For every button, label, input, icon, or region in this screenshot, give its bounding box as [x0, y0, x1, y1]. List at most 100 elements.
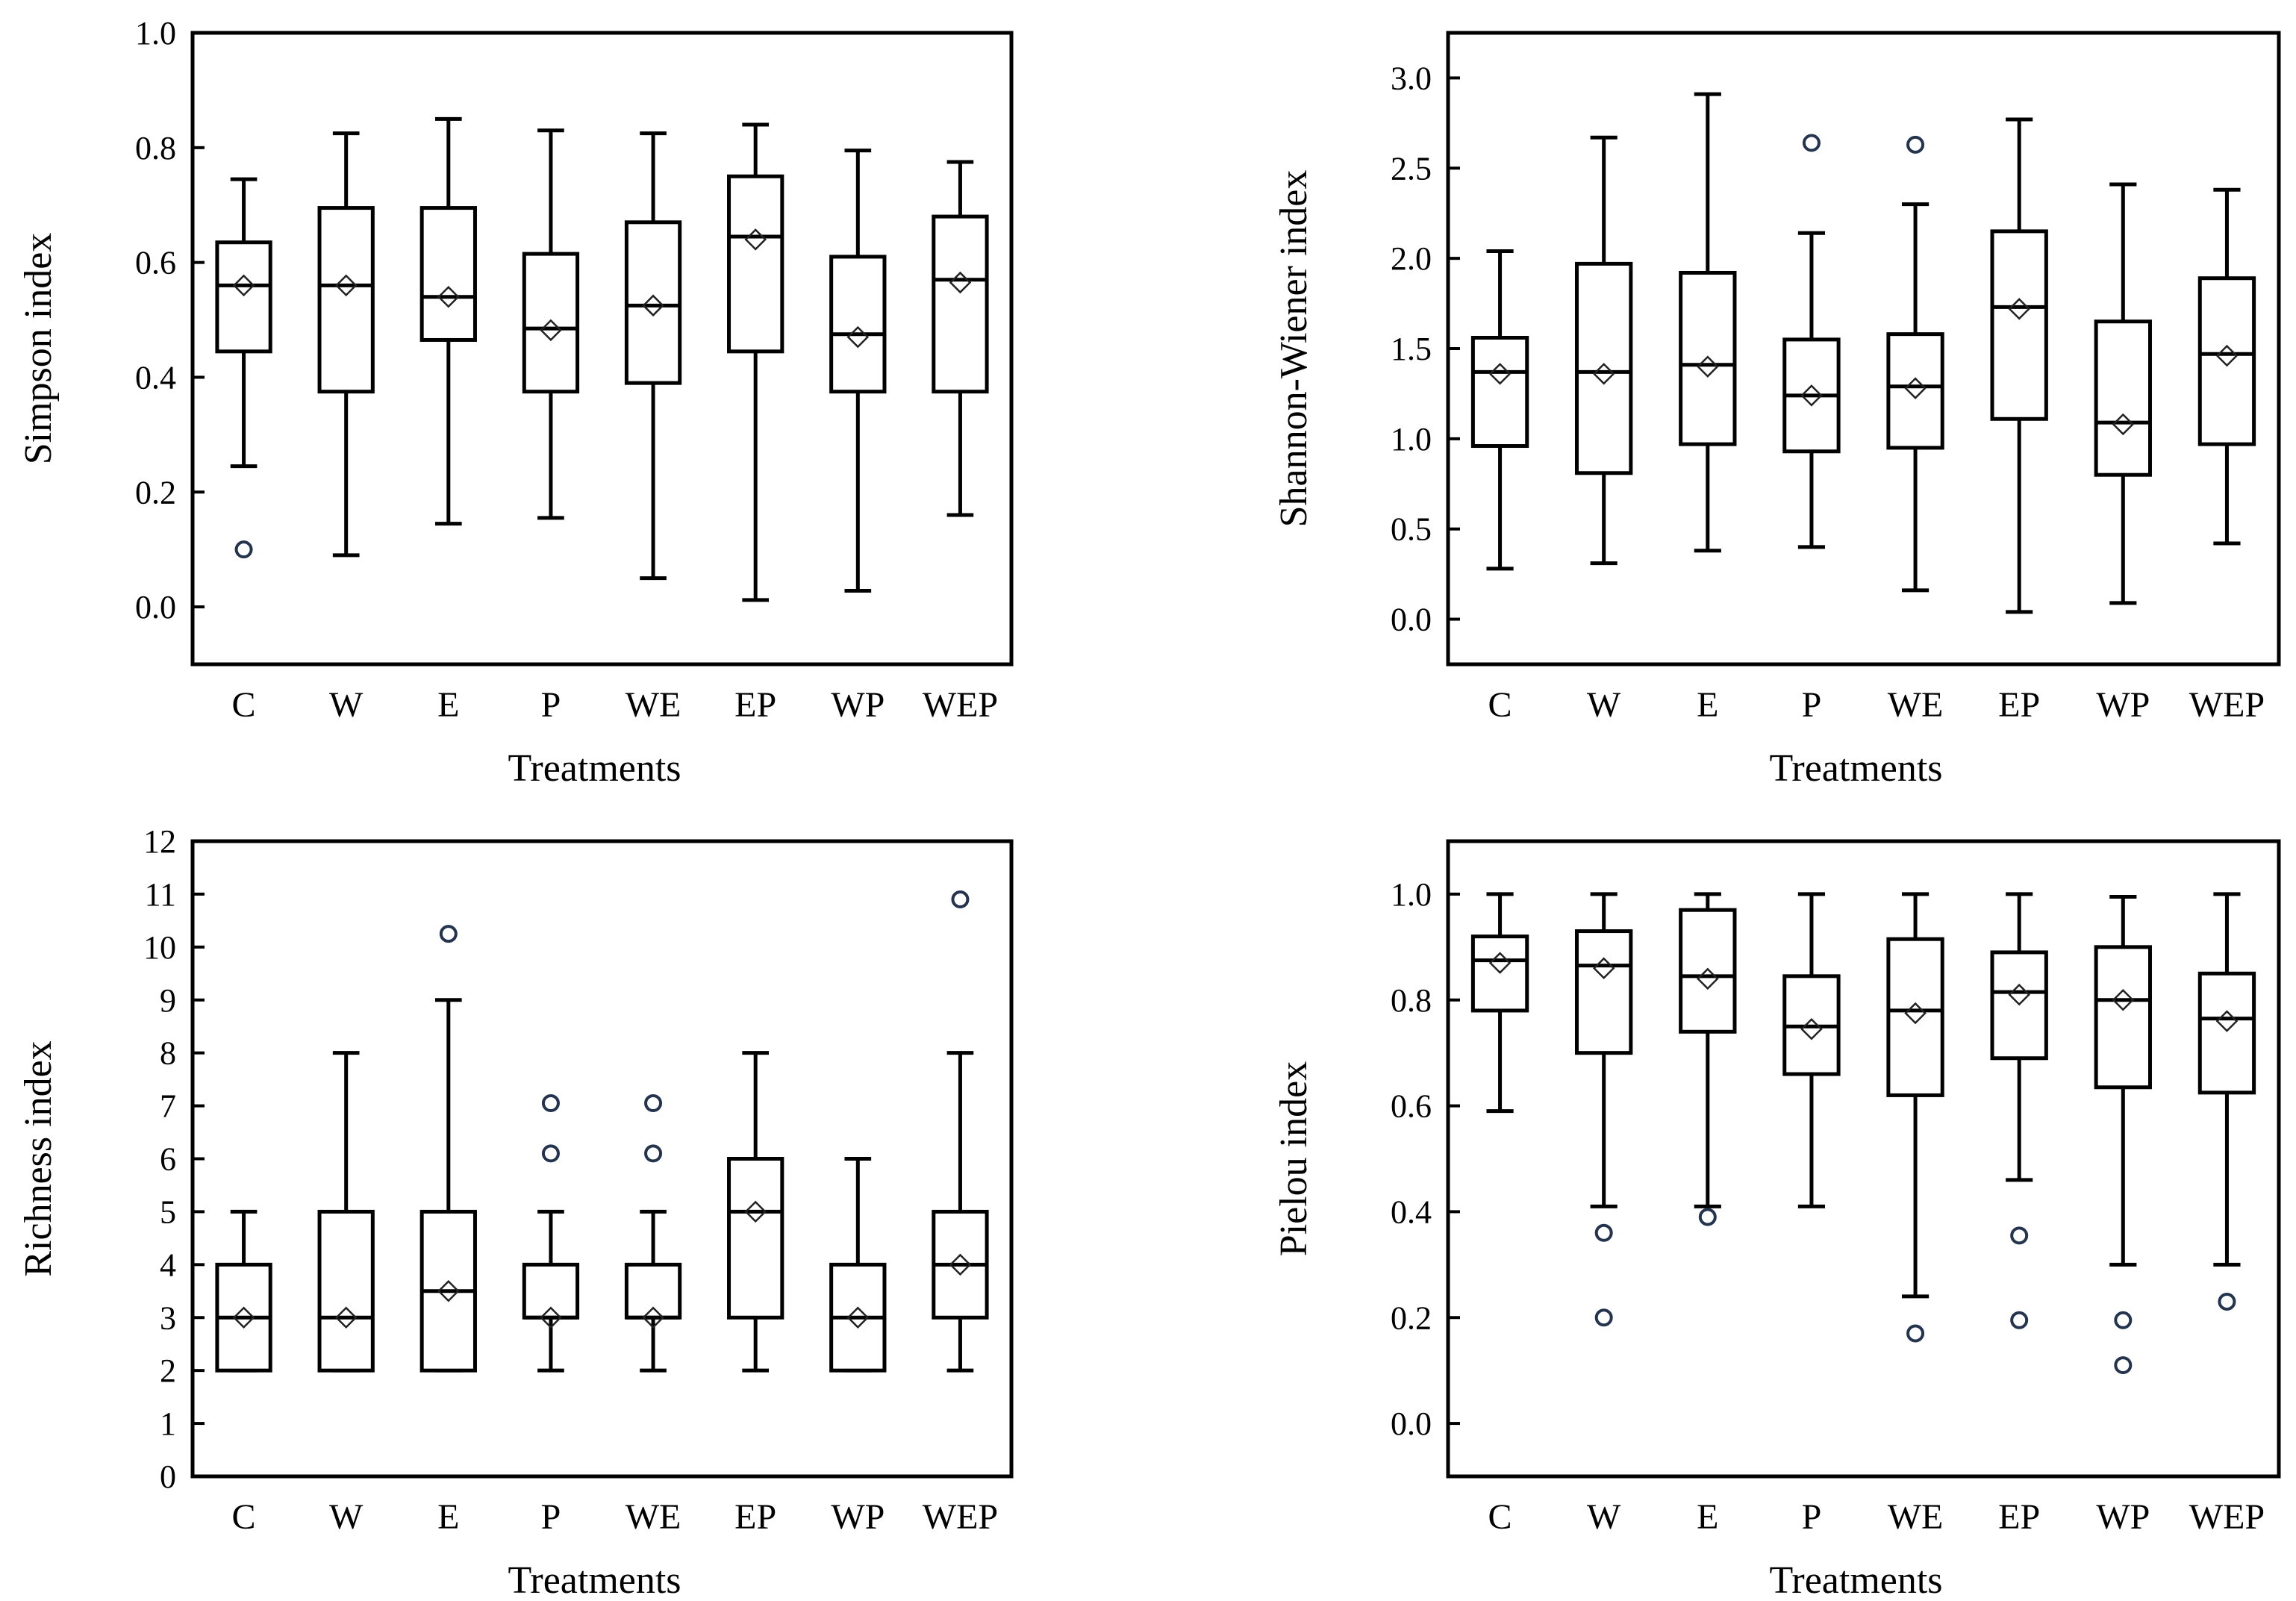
richness-y-tick-label: 12	[143, 823, 176, 860]
pielou-box-W	[1575, 892, 1633, 1327]
shannon-y-tick-label: 1.5	[1391, 331, 1432, 367]
pielou-iqr-box	[1679, 908, 1737, 1034]
richness-x-category-label: W	[329, 1497, 364, 1537]
richness-box-C	[215, 1209, 272, 1373]
richness-box-WP	[829, 1157, 887, 1373]
simpson-mean-marker	[846, 325, 870, 349]
pielou-iqr-box	[1886, 937, 1944, 1097]
shannon-mean-marker	[1697, 355, 1719, 378]
pielou-mean-marker	[2112, 988, 2135, 1011]
simpson-mean-marker	[437, 286, 460, 308]
richness-y-tick-label: 7	[160, 1088, 176, 1125]
simpson-iqr-box	[829, 255, 887, 394]
shannon-mean-marker	[1488, 363, 1512, 385]
simpson-box-WP	[829, 149, 887, 593]
pielou-iqr-box	[2197, 971, 2256, 1095]
richness-y-tick-label: 4	[160, 1246, 176, 1283]
pielou-mean-marker	[1488, 952, 1512, 974]
richness-iqr-box	[727, 1157, 784, 1320]
pielou-mean-marker	[1800, 1017, 1823, 1040]
pielou-outlier-point	[1594, 1223, 1613, 1242]
pielou-y-tick-label: 0.8	[1391, 982, 1432, 1019]
richness-box-E	[419, 925, 477, 1373]
richness-mean-marker	[744, 1200, 767, 1223]
richness-mean-marker	[437, 1280, 460, 1302]
richness-mean-marker	[540, 1306, 562, 1329]
shannon-iqr-box	[2094, 319, 2152, 477]
shannon-x-category-label: WP	[2096, 685, 2150, 725]
shannon-x-category-label: WE	[1888, 685, 1944, 725]
shannon-box-C	[1470, 249, 1529, 571]
pielou-outlier-point	[2010, 1226, 2029, 1245]
pielou-panel: 0.00.20.40.60.81.0C W E P WE EP WP WEPTreatment…	[1273, 839, 2281, 1601]
simpson-box-WEP	[932, 160, 989, 517]
pielou-x-category-label: EP	[1998, 1497, 2040, 1537]
simpson-x-category-label: E	[437, 685, 459, 725]
shannon-y-tick-label: 0.0	[1391, 602, 1432, 638]
richness-box-WE	[624, 1094, 682, 1373]
pielou-outlier-point	[1906, 1324, 1925, 1343]
simpson-y-axis-title: Simpson index	[17, 233, 60, 465]
shannon-box-WE	[1886, 135, 1944, 593]
pielou-x-category-label: WP	[2096, 1497, 2150, 1537]
pielou-box-EP	[1990, 892, 2048, 1329]
richness-x-category-label: E	[437, 1497, 459, 1537]
simpson-box-P	[522, 128, 580, 520]
richness-y-tick-label: 11	[145, 876, 176, 913]
shannon-box-P	[1782, 134, 1841, 549]
shannon-panel: 0.00.51.01.52.02.53.0C W E P WE EP WP WEPTreatm…	[1273, 31, 2281, 790]
simpson-x-category-label: WEP	[923, 685, 998, 725]
pielou-box-C	[1470, 892, 1529, 1114]
shannon-mean-marker	[1800, 384, 1823, 407]
richness-outlier-point	[439, 925, 458, 943]
richness-x-category-label: WP	[831, 1497, 885, 1537]
simpson-y-tick-label: 0.0	[135, 589, 176, 625]
pielou-y-tick-label: 0.6	[1391, 1088, 1432, 1125]
pielou-box-P	[1782, 892, 1841, 1208]
pielou-box-WE	[1886, 892, 1944, 1343]
shannon-box-W	[1575, 135, 1633, 566]
richness-outlier-point	[541, 1094, 560, 1113]
richness-iqr-box	[317, 1209, 375, 1373]
pielou-iqr-box	[2094, 945, 2152, 1090]
shannon-box-E	[1679, 92, 1737, 553]
pielou-x-category-label: E	[1697, 1497, 1718, 1537]
richness-box-P	[522, 1094, 580, 1373]
richness-mean-marker	[846, 1306, 870, 1329]
pielou-y-axis-title: Pielou index	[1273, 1061, 1315, 1256]
simpson-iqr-box	[419, 206, 477, 342]
simpson-iqr-box	[317, 206, 375, 394]
pielou-outlier-point	[2114, 1311, 2133, 1329]
richness-y-tick-label: 2	[160, 1352, 176, 1389]
pielou-iqr-box	[1575, 929, 1633, 1055]
simpson-box-WE	[624, 131, 682, 581]
shannon-outlier-point	[1906, 135, 1925, 154]
pielou-outlier-point	[2218, 1292, 2236, 1311]
simpson-box-EP	[727, 122, 784, 602]
simpson-panel: 0.00.20.40.60.81.0C W E P WE EP WP WEPTreatment…	[17, 15, 1014, 790]
shannon-x-category-label: C	[1488, 685, 1512, 725]
shannon-y-tick-label: 2.0	[1391, 240, 1432, 277]
richness-y-tick-label: 0	[160, 1458, 176, 1495]
richness-y-tick-label: 10	[143, 929, 176, 966]
shannon-y-tick-label: 1.0	[1391, 421, 1432, 458]
richness-mean-marker	[232, 1306, 255, 1329]
richness-x-axis-title: Treatments	[508, 1559, 681, 1601]
simpson-y-tick-label: 0.6	[135, 245, 176, 281]
simpson-box-W	[317, 131, 375, 558]
shannon-box-WEP	[2197, 187, 2256, 546]
shannon-iqr-box	[1990, 229, 2048, 421]
richness-box-EP	[727, 1051, 784, 1373]
pielou-y-tick-label: 0.0	[1391, 1405, 1432, 1442]
richness-mean-marker	[334, 1306, 358, 1329]
pielou-outlier-point	[2010, 1311, 2029, 1329]
richness-outlier-point	[644, 1144, 663, 1163]
simpson-x-category-label: WP	[831, 685, 885, 725]
simpson-mean-marker	[949, 271, 972, 294]
shannon-iqr-box	[1575, 261, 1633, 475]
shannon-iqr-box	[1470, 335, 1529, 449]
pielou-x-axis-title: Treatments	[1769, 1559, 1942, 1601]
shannon-y-tick-label: 2.5	[1391, 150, 1432, 187]
simpson-mean-marker	[744, 228, 767, 251]
shannon-iqr-box	[2197, 276, 2256, 446]
